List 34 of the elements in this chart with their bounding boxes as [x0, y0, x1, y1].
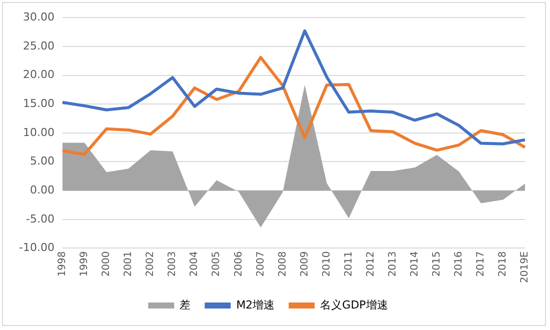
- x-tick-label: 2001: [123, 251, 134, 277]
- x-tick-label: 2003: [167, 251, 178, 277]
- x-tick-label: 2004: [189, 251, 200, 277]
- y-tick-label: 0.00: [30, 183, 54, 196]
- legend-label: 名义GDP增速: [320, 298, 388, 312]
- x-tick-label: 2012: [365, 251, 376, 277]
- x-tick-label: 2015: [431, 251, 442, 277]
- y-tick-label: 5.00: [30, 154, 54, 168]
- x-tick-label: 2006: [233, 251, 244, 277]
- x-tick-label: 2010: [321, 251, 332, 277]
- y-tick-label: 30.00: [22, 10, 54, 24]
- x-tick-label: 2013: [387, 251, 398, 277]
- y-tick-label: -5.00: [26, 212, 54, 226]
- x-tick-label: 2000: [101, 251, 112, 277]
- x-tick-label: 2018: [498, 251, 509, 277]
- x-tick-label: 2011: [343, 251, 354, 277]
- x-tick-label: 2016: [454, 251, 465, 277]
- x-tick-label: 2019E: [520, 251, 531, 284]
- y-tick-label: 20.00: [22, 68, 54, 82]
- legend-label: M2增速: [236, 298, 275, 312]
- x-tick-label: 2017: [476, 251, 487, 277]
- x-tick-label: 2002: [145, 251, 156, 277]
- y-tick-label: 25.00: [22, 39, 54, 52]
- x-tick-label: 2005: [211, 251, 222, 277]
- y-tick-label: 10.00: [22, 126, 54, 139]
- x-tick-label: 2009: [299, 251, 310, 277]
- y-tick-label: 15.00: [22, 96, 54, 110]
- legend-label: 差: [180, 298, 191, 312]
- x-tick-label: 2014: [409, 251, 420, 277]
- x-tick-label: 1999: [79, 251, 90, 277]
- x-tick-label: 2008: [277, 251, 288, 277]
- y-tick-label: -10.00: [18, 241, 54, 254]
- x-tick-label: 1998: [57, 251, 68, 277]
- x-tick-label: 2007: [255, 251, 266, 277]
